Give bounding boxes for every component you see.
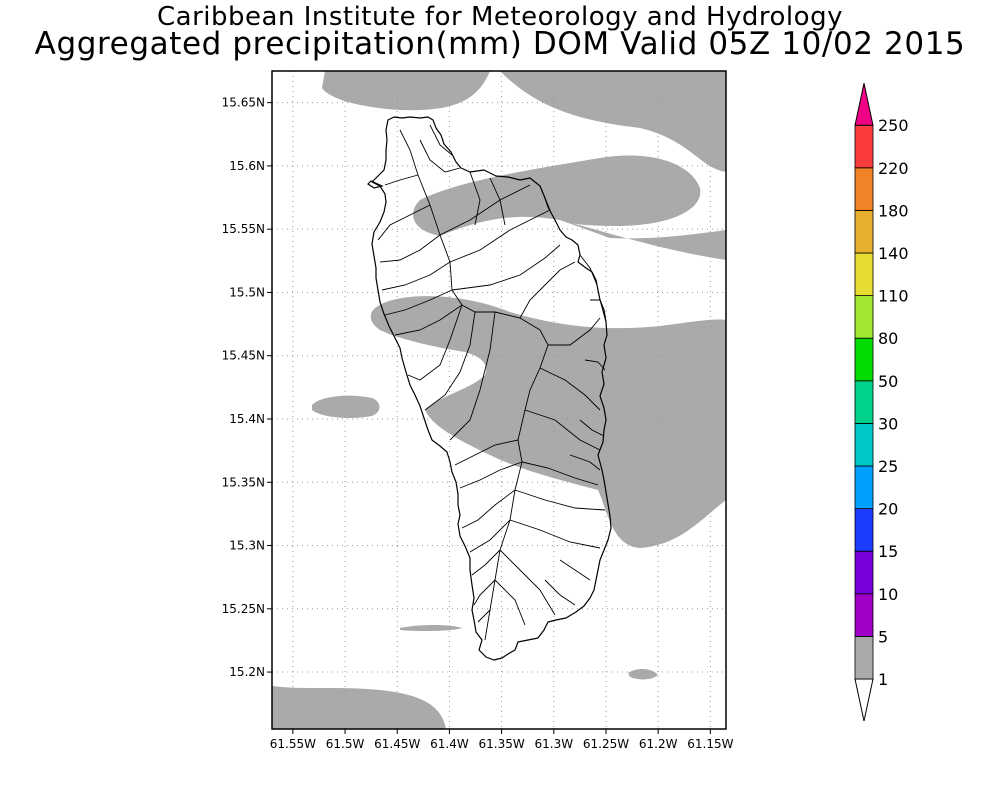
colorbar-label: 1 <box>878 670 888 689</box>
colorbar-label: 5 <box>878 627 888 646</box>
colorbar-box <box>854 636 874 680</box>
lat-tick-label: 15.5N <box>229 285 265 299</box>
colorbar-box <box>854 167 874 211</box>
colorbar-box <box>854 337 874 382</box>
drainage-lines <box>377 124 607 641</box>
colorbar-box <box>854 209 874 254</box>
colorbar-box <box>854 593 874 637</box>
colorbar-label: 80 <box>878 329 898 348</box>
precip-area <box>322 71 490 111</box>
colorbar-box <box>854 550 874 595</box>
institute-title: Caribbean Institute for Meteorology and … <box>157 2 843 32</box>
colorbar-box <box>854 380 874 424</box>
lon-tick-label: 61.5W <box>326 737 365 751</box>
precip-area <box>691 340 726 370</box>
coastline <box>367 180 384 189</box>
colorbar-label: 25 <box>878 457 898 476</box>
plot-frame <box>271 70 727 730</box>
precip-area <box>628 669 658 680</box>
lat-tick-label: 15.4N <box>229 412 265 426</box>
coastline <box>371 116 612 661</box>
colorbar-label: 10 <box>878 585 898 604</box>
colorbar-box <box>854 465 874 509</box>
precip-area <box>500 71 726 172</box>
colorbar-box <box>854 124 874 169</box>
colorbar-label: 20 <box>878 500 898 519</box>
lon-tick-label: 61.35W <box>478 737 524 751</box>
product-title: Aggregated precipitation(mm) DOM Valid 0… <box>34 26 966 62</box>
lon-tick-label: 61.15W <box>687 737 733 751</box>
lon-tick-label: 61.55W <box>270 737 316 751</box>
colorbar-box <box>854 252 874 296</box>
precip-area <box>413 155 701 236</box>
colorbar-box <box>854 508 874 552</box>
lon-tick-label: 61.2W <box>639 737 678 751</box>
lon-tick-label: 61.25W <box>583 737 629 751</box>
precip-area <box>272 686 446 729</box>
colorbar-label: 110 <box>878 287 909 306</box>
colorbar-label: 15 <box>878 542 898 561</box>
lat-tick-label: 15.3N <box>229 539 265 553</box>
gridlines <box>272 71 726 729</box>
colorbar-label: 250 <box>878 116 909 135</box>
colorbar-box <box>854 295 874 339</box>
colorbar-label: 180 <box>878 201 909 220</box>
lat-tick-label: 15.45N <box>222 349 265 363</box>
colorbar-label: 30 <box>878 414 898 433</box>
colorbar-over-triangle <box>854 83 874 126</box>
lon-axis: 61.55W 61.5W 61.45W 61.4W 61.35W 61.3W 61.25W 6… <box>270 729 734 751</box>
precip-area <box>560 220 726 260</box>
precip-area <box>400 625 462 632</box>
colorbar-box <box>854 422 874 467</box>
lat-tick-label: 15.6N <box>229 159 265 173</box>
colorbar-label: 140 <box>878 244 909 263</box>
island-dominica <box>367 116 612 661</box>
precip-area <box>312 395 380 418</box>
colorbar-label: 50 <box>878 372 898 391</box>
colorbar-under-triangle <box>854 678 874 722</box>
lat-tick-label: 15.25N <box>222 602 265 616</box>
lat-tick-label: 15.65N <box>222 96 265 110</box>
precip-layer <box>272 71 726 729</box>
lat-tick-label: 15.55N <box>222 222 265 236</box>
lon-tick-label: 61.4W <box>430 737 469 751</box>
precip-area <box>370 296 726 548</box>
lon-tick-label: 61.45W <box>374 737 420 751</box>
lat-tick-label: 15.2N <box>229 665 265 679</box>
lon-tick-label: 61.3W <box>534 737 573 751</box>
lat-axis: 15.2N 15.25N 15.3N 15.35N 15.4N 15.45N 15.5N 15… <box>222 96 272 679</box>
lat-tick-label: 15.35N <box>222 475 265 489</box>
colorbar-label: 220 <box>878 159 909 178</box>
